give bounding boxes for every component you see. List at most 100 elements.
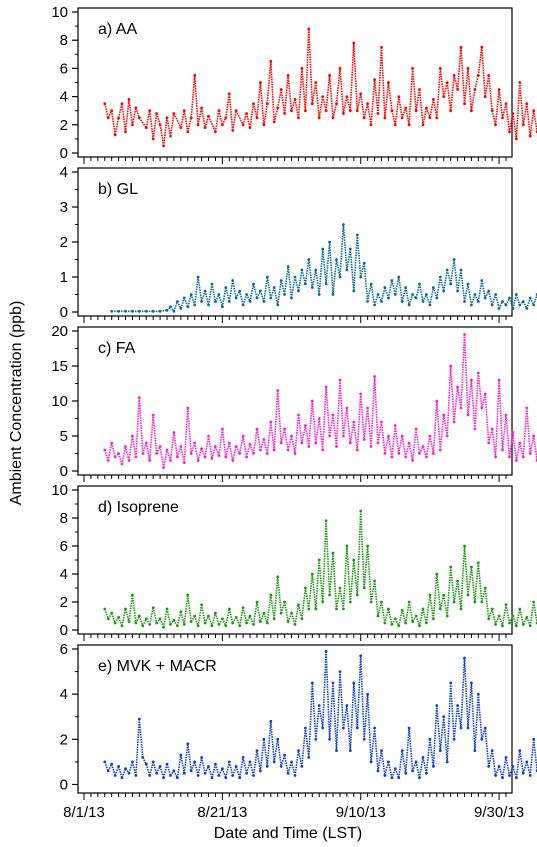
data-trace	[270, 421, 275, 451]
data-trace	[391, 280, 397, 295]
data-trace	[315, 269, 320, 295]
data-trace	[408, 442, 414, 461]
data-trace	[242, 435, 248, 458]
data-trace	[328, 75, 334, 118]
y-tick-label: 15	[51, 358, 68, 375]
data-trace	[276, 739, 282, 767]
y-tick-label: 2	[60, 731, 68, 748]
data-trace	[404, 107, 410, 125]
data-trace	[415, 428, 421, 454]
y-tick-label: 4	[60, 89, 68, 106]
data-trace	[398, 750, 403, 778]
data-trace	[505, 297, 511, 306]
data-trace	[384, 435, 390, 454]
data-trace	[280, 754, 286, 767]
data-trace	[242, 607, 248, 624]
data-trace	[173, 113, 182, 128]
data-trace	[436, 68, 442, 118]
data-trace	[370, 376, 376, 447]
data-trace	[456, 269, 462, 292]
data-trace	[487, 428, 493, 444]
data-trace	[290, 99, 296, 111]
data-trace	[484, 75, 490, 97]
data-trace	[515, 750, 521, 778]
data-trace	[491, 294, 497, 306]
data-trace	[280, 280, 286, 295]
data-trace	[491, 110, 497, 125]
data-trace	[297, 269, 303, 292]
data-trace	[401, 107, 407, 119]
data-trace	[308, 28, 314, 104]
data-trace	[477, 372, 483, 409]
data-trace	[512, 766, 518, 778]
data-trace	[522, 407, 528, 458]
data-trace	[335, 68, 341, 104]
data-trace	[522, 761, 528, 774]
data-trace	[453, 386, 459, 423]
data-trace	[332, 552, 338, 610]
x-tick-label: 8/21/13	[197, 804, 247, 821]
data-trace	[460, 269, 466, 302]
data-trace	[439, 68, 445, 97]
data-trace	[176, 754, 182, 778]
data-trace	[353, 682, 359, 729]
data-trace	[526, 407, 531, 454]
data-trace	[432, 400, 438, 454]
data-trace	[197, 276, 203, 302]
data-trace	[238, 607, 244, 626]
data-trace	[315, 418, 320, 444]
data-trace	[135, 718, 141, 776]
data-trace	[238, 435, 244, 454]
y-tick-label: 8	[60, 510, 68, 527]
data-trace	[235, 290, 241, 299]
data-trace	[446, 566, 452, 617]
data-trace	[328, 414, 334, 437]
data-trace	[166, 449, 172, 461]
data-trace	[294, 276, 300, 292]
data-trace	[377, 421, 383, 444]
data-trace	[359, 393, 365, 440]
data-trace	[263, 276, 269, 302]
data-trace	[363, 407, 369, 440]
data-trace	[335, 379, 341, 447]
data-trace	[387, 280, 393, 299]
data-trace	[474, 562, 480, 603]
data-trace	[436, 276, 442, 299]
data-trace	[439, 414, 445, 451]
data-trace	[142, 618, 148, 627]
data-trace	[377, 750, 383, 772]
data-trace	[304, 587, 310, 610]
data-trace	[204, 290, 210, 306]
data-trace	[297, 68, 303, 118]
data-trace	[197, 757, 203, 776]
data-trace	[380, 47, 386, 118]
y-axis-title: Ambient Concentration (ppb)	[8, 301, 25, 506]
data-trace	[124, 768, 130, 774]
x-tick-label: 9/10/13	[336, 804, 386, 821]
data-trace	[467, 283, 473, 306]
data-trace	[425, 294, 431, 306]
data-trace	[508, 113, 514, 132]
data-trace	[225, 761, 231, 778]
data-trace	[470, 379, 476, 430]
data-trace	[110, 442, 116, 458]
y-tick-label: 5	[60, 428, 68, 445]
data-trace	[470, 294, 476, 306]
data-trace	[283, 601, 289, 622]
data-trace	[155, 113, 161, 126]
data-trace	[325, 241, 331, 285]
data-trace	[270, 287, 275, 299]
data-trace	[429, 435, 435, 454]
data-trace	[373, 294, 379, 306]
data-trace	[228, 761, 234, 776]
data-trace	[359, 510, 365, 589]
data-trace	[422, 608, 428, 624]
data-trace	[263, 739, 269, 767]
data-trace	[418, 608, 424, 626]
data-trace	[463, 657, 469, 729]
data-trace	[456, 47, 462, 90]
data-trace	[460, 545, 466, 610]
data-trace	[494, 89, 500, 125]
data-trace	[398, 610, 403, 626]
data-trace	[526, 761, 531, 776]
